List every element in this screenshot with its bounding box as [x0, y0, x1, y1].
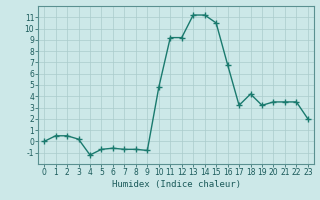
X-axis label: Humidex (Indice chaleur): Humidex (Indice chaleur) — [111, 180, 241, 189]
